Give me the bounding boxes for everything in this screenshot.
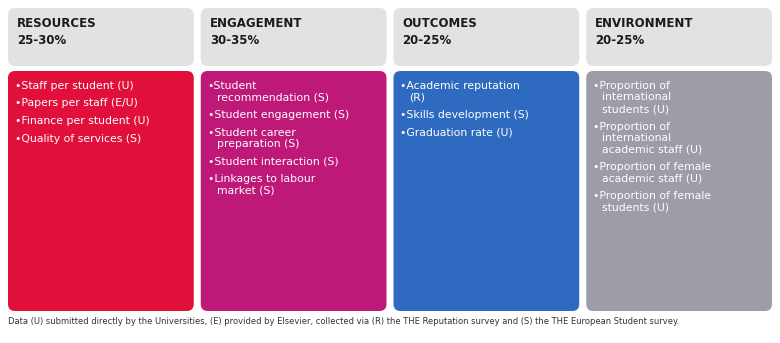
- Text: •Proportion of female: •Proportion of female: [594, 191, 711, 201]
- Text: 30-35%: 30-35%: [210, 34, 259, 47]
- FancyBboxPatch shape: [587, 8, 772, 66]
- FancyBboxPatch shape: [393, 8, 580, 66]
- Text: 20-25%: 20-25%: [402, 34, 452, 47]
- Text: OUTCOMES: OUTCOMES: [402, 17, 477, 30]
- Text: •Staff per student (U): •Staff per student (U): [15, 81, 133, 91]
- FancyBboxPatch shape: [8, 71, 193, 311]
- Text: •Graduation rate (U): •Graduation rate (U): [400, 128, 513, 138]
- Text: •Academic reputation: •Academic reputation: [400, 81, 520, 91]
- Text: •Papers per staff (E/U): •Papers per staff (E/U): [15, 98, 138, 108]
- Text: Data (U) submitted directly by the Universities, (E) provided by Elsevier, colle: Data (U) submitted directly by the Unive…: [8, 317, 679, 326]
- Text: students (U): students (U): [602, 104, 669, 114]
- Text: 25-30%: 25-30%: [17, 34, 66, 47]
- Text: •Proportion of: •Proportion of: [594, 121, 670, 131]
- Text: international: international: [602, 133, 672, 143]
- Text: •Student: •Student: [207, 81, 257, 91]
- Text: •Student engagement (S): •Student engagement (S): [207, 110, 349, 120]
- Text: (R): (R): [410, 93, 426, 103]
- Text: recommendation (S): recommendation (S): [217, 93, 328, 103]
- Text: ENVIRONMENT: ENVIRONMENT: [595, 17, 693, 30]
- Text: •Proportion of female: •Proportion of female: [594, 162, 711, 172]
- Text: •Student career: •Student career: [207, 128, 296, 138]
- Text: academic staff (U): academic staff (U): [602, 174, 703, 184]
- FancyBboxPatch shape: [393, 71, 580, 311]
- Text: market (S): market (S): [217, 186, 275, 196]
- Text: international: international: [602, 93, 672, 103]
- FancyBboxPatch shape: [200, 71, 387, 311]
- Text: •Student interaction (S): •Student interaction (S): [207, 156, 339, 166]
- FancyBboxPatch shape: [8, 8, 193, 66]
- FancyBboxPatch shape: [587, 71, 772, 311]
- Text: 20-25%: 20-25%: [595, 34, 644, 47]
- Text: •Proportion of: •Proportion of: [594, 81, 670, 91]
- Text: •Quality of services (S): •Quality of services (S): [15, 133, 141, 143]
- FancyBboxPatch shape: [200, 8, 387, 66]
- Text: •Finance per student (U): •Finance per student (U): [15, 116, 150, 126]
- Text: preparation (S): preparation (S): [217, 139, 300, 149]
- Text: students (U): students (U): [602, 202, 669, 213]
- Text: academic staff (U): academic staff (U): [602, 144, 703, 154]
- Text: •Linkages to labour: •Linkages to labour: [207, 174, 315, 184]
- Text: •Skills development (S): •Skills development (S): [400, 110, 530, 120]
- Text: RESOURCES: RESOURCES: [17, 17, 97, 30]
- Text: ENGAGEMENT: ENGAGEMENT: [210, 17, 303, 30]
